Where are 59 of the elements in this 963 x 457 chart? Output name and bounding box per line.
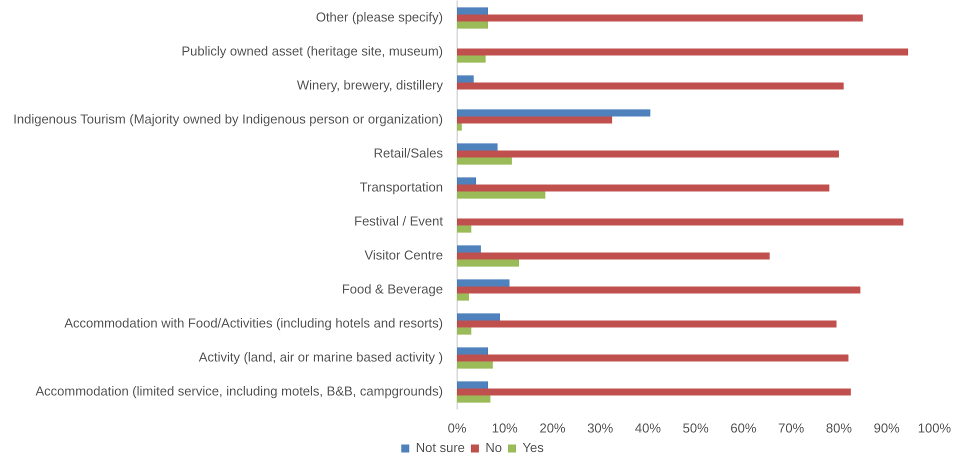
bar — [457, 192, 546, 199]
bar — [457, 109, 650, 116]
bar — [457, 143, 498, 150]
bar — [457, 158, 512, 165]
y-tick-label: Food & Beverage — [342, 282, 443, 297]
y-tick-label: Retail/Sales — [374, 146, 444, 161]
bar — [457, 150, 839, 158]
legend-label: Not sure — [416, 440, 465, 456]
bar — [457, 7, 488, 14]
x-tick-label: 50% — [682, 420, 710, 436]
bar — [457, 260, 520, 267]
legend-label: Yes — [522, 440, 544, 456]
y-tick-label: Winery, brewery, distillery — [296, 78, 444, 93]
bar — [457, 48, 908, 56]
bar — [457, 388, 851, 396]
bar — [457, 22, 488, 29]
bar — [457, 218, 904, 226]
bar — [457, 14, 863, 22]
bar — [457, 320, 837, 328]
bar — [457, 245, 481, 252]
y-tick-label: Transportation — [360, 180, 443, 195]
x-tick-label: 20% — [539, 420, 566, 436]
x-tick-label: 30% — [587, 420, 614, 436]
x-tick-label: 60% — [730, 420, 757, 436]
x-tick-label: 0% — [448, 420, 467, 436]
x-tick-label: 70% — [778, 420, 805, 436]
bar — [457, 177, 476, 184]
bar — [457, 286, 860, 294]
bar — [457, 279, 510, 286]
bar — [457, 381, 488, 388]
bar — [457, 313, 500, 320]
y-tick-label: Other (please specify) — [316, 10, 443, 25]
bar — [457, 354, 848, 362]
y-tick-label: Accommodation (limited service, including motels, B&B, campgrounds) — [35, 384, 443, 399]
y-tick-label: Activity (land, air or marine based activity ) — [198, 350, 443, 365]
bar — [457, 116, 612, 124]
bar — [457, 56, 486, 63]
bar — [457, 347, 488, 354]
bar — [457, 82, 844, 90]
x-tick-label: 40% — [634, 420, 662, 436]
bar — [457, 124, 462, 131]
x-tick-label: 10% — [492, 420, 518, 436]
x-tick-label: 90% — [874, 420, 900, 436]
x-tick-label: 100% — [918, 420, 952, 436]
y-tick-label: Accommodation with Food/Activities (including hotels and resorts) — [64, 316, 443, 331]
y-tick-label: Festival / Event — [354, 214, 444, 229]
bar — [457, 252, 770, 260]
y-tick-label: Publicly owned asset (heritage site, museum) — [181, 44, 443, 59]
y-tick-label: Indigenous Tourism (Majority owned by Indigenous person or organization) — [13, 112, 443, 127]
bar — [457, 396, 490, 403]
bar — [457, 75, 474, 82]
bar — [457, 294, 469, 301]
bar — [457, 362, 493, 369]
bar — [457, 226, 472, 233]
legend-label: No — [485, 440, 502, 456]
bar — [457, 184, 830, 192]
bar — [457, 328, 472, 335]
x-tick-label: 80% — [826, 420, 852, 436]
y-tick-label: Visitor Centre — [364, 248, 443, 263]
